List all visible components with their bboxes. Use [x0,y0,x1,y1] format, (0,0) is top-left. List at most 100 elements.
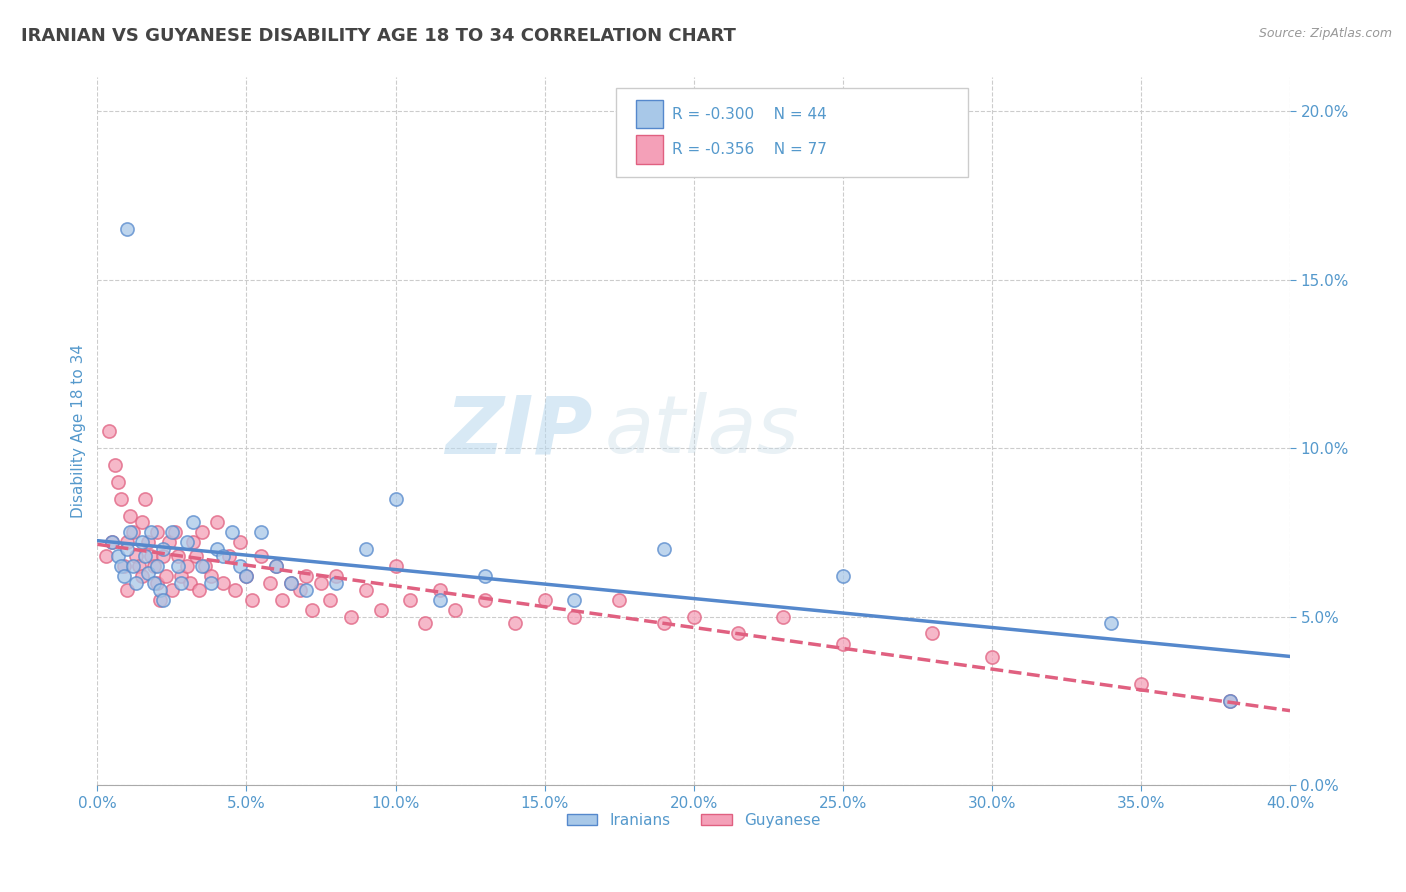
Point [139,525,162,540]
Point [325,575,347,590]
Point [339,609,361,624]
Bar [637,100,662,128]
Point [115,222,138,236]
Point [136,566,159,580]
Bar [637,136,662,164]
Point [295,582,318,597]
Point [288,582,311,597]
Point [921,626,943,640]
Point [107,475,129,489]
Point [652,616,675,631]
Point [250,525,273,540]
Point [1129,677,1152,691]
Text: R = -0.356    N = 77: R = -0.356 N = 77 [672,142,827,157]
Point [149,582,172,597]
Point [139,549,162,563]
Point [190,559,212,574]
Point [211,549,233,563]
Point [1219,694,1241,708]
Point [564,609,586,624]
Point [110,559,132,574]
Point [115,582,138,597]
Point [190,525,212,540]
Point [122,559,145,574]
Point [166,549,188,563]
Point [474,569,496,583]
Point [564,592,586,607]
Point [181,535,204,549]
Point [211,575,233,590]
Point [170,575,193,590]
Point [319,592,342,607]
Point [242,592,264,607]
Point [152,549,174,563]
Point [170,569,193,583]
Point [429,582,451,597]
Point [235,569,257,583]
Point [125,549,148,563]
Point [831,636,853,650]
Point [143,559,166,574]
Point [146,525,169,540]
Text: atlas: atlas [605,392,799,470]
Point [205,515,228,529]
Point [128,559,150,574]
Point [134,549,156,563]
Point [533,592,555,607]
Point [325,569,347,583]
Point [229,535,252,549]
Point [112,559,135,574]
Point [370,603,392,617]
Point [354,582,377,597]
Point [143,575,166,590]
Point [101,535,124,549]
Point [98,424,121,438]
Point [503,616,526,631]
Point [149,592,172,607]
Point [229,559,252,574]
Point [831,569,853,583]
Point [309,575,332,590]
Text: Source: ZipAtlas.com: Source: ZipAtlas.com [1258,27,1392,40]
Point [155,569,177,583]
Point [120,508,142,523]
Point [652,542,675,557]
Point [295,569,318,583]
Point [131,535,153,549]
Point [176,535,198,549]
Point [152,592,174,607]
Point [444,603,467,617]
Point [181,515,204,529]
Point [179,575,201,590]
Point [200,575,222,590]
Text: R = -0.300    N = 44: R = -0.300 N = 44 [672,107,827,121]
Point [176,559,198,574]
Point [415,616,437,631]
Point [122,525,145,540]
Point [152,542,174,557]
Point [146,559,169,574]
Point [160,582,183,597]
Point [264,559,287,574]
FancyBboxPatch shape [616,88,967,177]
Text: ZIP: ZIP [444,392,592,470]
Point [136,535,159,549]
Legend: Iranians, Guyanese: Iranians, Guyanese [561,807,827,834]
Point [301,603,323,617]
Point [259,575,281,590]
Point [200,569,222,583]
Y-axis label: Disability Age 18 to 34: Disability Age 18 to 34 [72,344,86,518]
Point [125,575,148,590]
Point [101,535,124,549]
Point [280,575,302,590]
Point [980,650,1002,665]
Point [271,592,294,607]
Point [235,569,257,583]
Point [157,535,180,549]
Point [280,575,302,590]
Point [384,559,406,574]
Point [120,525,142,540]
Point [607,592,630,607]
Point [221,525,243,540]
Point [727,626,749,640]
